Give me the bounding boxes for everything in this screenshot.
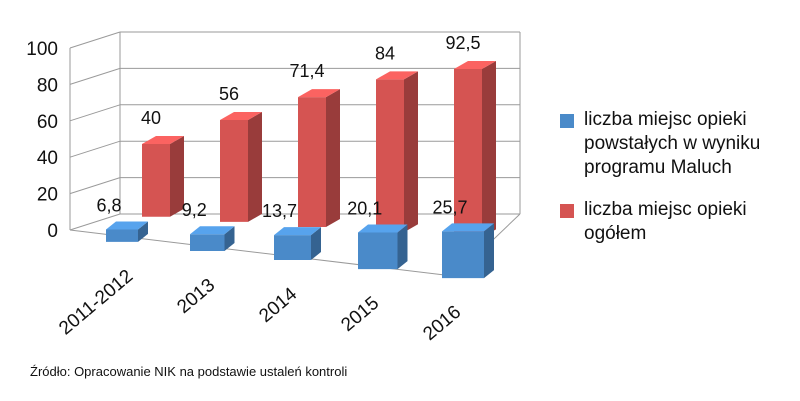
data-label-ogolem: 84 bbox=[375, 43, 395, 63]
bar-maluch-side bbox=[138, 221, 148, 242]
data-label-ogolem: 92,5 bbox=[445, 33, 480, 53]
bar-ogolem-top bbox=[454, 60, 496, 69]
source-note: Źródło: Opracowanie NIK na podstawie ust… bbox=[30, 364, 348, 379]
gridline-side bbox=[69, 213, 121, 231]
bar-ogolem-top bbox=[376, 71, 418, 80]
bar-ogolem-top bbox=[220, 111, 262, 120]
legend-swatch-ogolem bbox=[560, 204, 574, 218]
gridline-side bbox=[69, 140, 121, 158]
y-tick-label: 20 bbox=[37, 185, 58, 206]
bar-maluch-front bbox=[106, 229, 138, 242]
bar-ogolem-side bbox=[170, 135, 184, 217]
bar-ogolem-top bbox=[298, 89, 340, 98]
bar-maluch-front bbox=[190, 234, 225, 251]
bar-maluch-top bbox=[190, 226, 235, 235]
bar-ogolem-side bbox=[326, 89, 340, 228]
bar-maluch-side bbox=[397, 224, 408, 270]
x-tick-label: 2013 bbox=[173, 275, 219, 318]
bar-maluch-side bbox=[484, 223, 494, 279]
bar-maluch-top bbox=[442, 223, 494, 232]
x-tick-label: 2011-2012 bbox=[55, 266, 137, 340]
gridline-side bbox=[69, 104, 121, 122]
bar-ogolem-front bbox=[298, 97, 326, 228]
bar-ogolem-top bbox=[142, 135, 184, 144]
x-tick-label: 2015 bbox=[337, 293, 383, 336]
x-axis-ticks: 2011-2012 2013 2014 2015 2016 bbox=[55, 266, 465, 345]
bar-maluch-front bbox=[358, 232, 398, 270]
y-tick-label: 80 bbox=[37, 75, 58, 96]
bar-ogolem-front bbox=[220, 119, 248, 222]
y-tick-label: 40 bbox=[37, 148, 58, 169]
chart-bars bbox=[106, 60, 496, 279]
x-tick-label: 2014 bbox=[255, 283, 301, 327]
data-label-maluch: 20,1 bbox=[347, 199, 382, 219]
legend-swatch-maluch bbox=[560, 114, 574, 128]
legend-item-maluch: liczba miejsc opieki powstałych w wyniku… bbox=[560, 108, 795, 180]
bar-ogolem-front bbox=[454, 68, 482, 238]
data-label-ogolem: 56 bbox=[219, 84, 239, 104]
legend-label-maluch: liczba miejsc opieki powstałych w wyniku… bbox=[584, 109, 761, 178]
y-axis-ticks: 0 20 40 60 80 100 bbox=[26, 39, 58, 242]
bar-maluch-front bbox=[442, 231, 484, 279]
y-tick-label: 100 bbox=[26, 39, 58, 60]
bar-maluch-front bbox=[274, 235, 311, 261]
x-tick-label: 2016 bbox=[419, 302, 465, 345]
bar-maluch-side bbox=[311, 227, 321, 261]
gridline-side bbox=[69, 177, 121, 195]
bar-ogolem-side bbox=[248, 111, 262, 222]
bar-ogolem-front bbox=[142, 143, 170, 217]
bar-maluch-top bbox=[106, 221, 148, 230]
bar-ogolem-side bbox=[404, 71, 418, 233]
data-label-ogolem: 40 bbox=[141, 108, 161, 128]
bar-maluch-top bbox=[358, 224, 408, 233]
bar-maluch-top bbox=[274, 227, 321, 236]
legend-item-ogolem: liczba miejsc opieki ogółem bbox=[560, 198, 795, 246]
y-tick-label: 0 bbox=[47, 221, 58, 242]
y-tick-label: 60 bbox=[37, 112, 58, 133]
legend-label-ogolem: liczba miejsc opieki ogółem bbox=[584, 199, 747, 244]
data-label-ogolem: 71,4 bbox=[289, 61, 324, 81]
gridline-side bbox=[69, 67, 121, 85]
bar-maluch-side bbox=[224, 226, 235, 251]
data-label-maluch: 25,7 bbox=[432, 197, 467, 217]
data-label-maluch: 13,7 bbox=[262, 201, 297, 221]
legend: liczba miejsc opieki powstałych w wyniku… bbox=[560, 108, 795, 264]
data-label-maluch: 9,2 bbox=[182, 200, 207, 220]
data-labels: 40 6,8 56 9,2 71,4 13,7 84 20,1 92,5 25,7 bbox=[96, 33, 480, 221]
data-label-maluch: 6,8 bbox=[96, 196, 121, 216]
bar-ogolem-side bbox=[482, 60, 496, 238]
gridline-side bbox=[69, 31, 121, 49]
bar-ogolem-front bbox=[376, 79, 404, 233]
